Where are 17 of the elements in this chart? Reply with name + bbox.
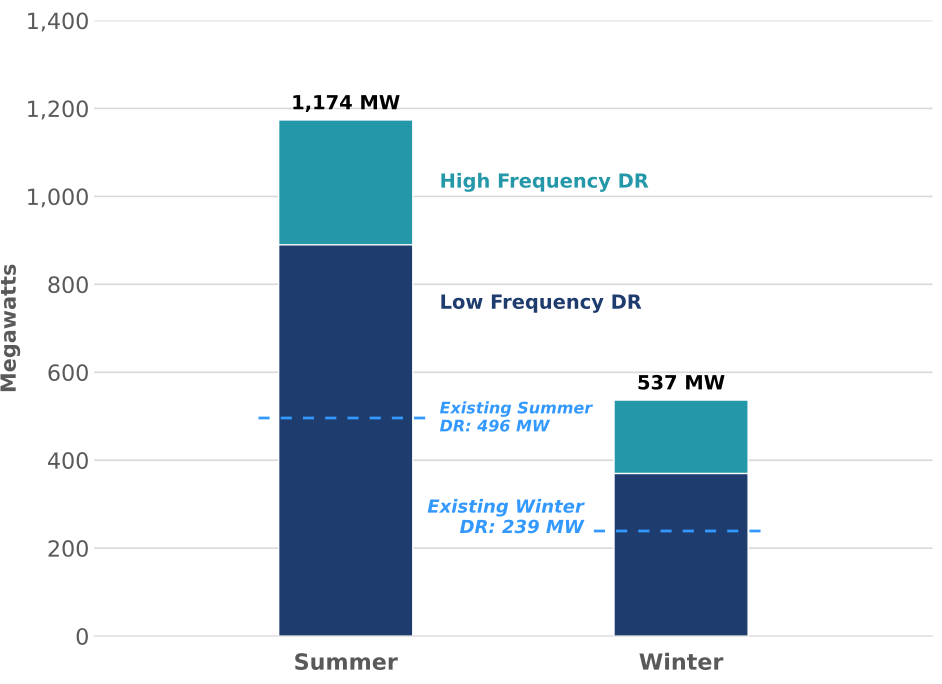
y-tick-label: 200 [48,540,88,557]
y-axis-title: Megawatts [0,264,20,392]
y-tick-label: 400 [48,452,88,469]
series-label: High Frequency DR [441,172,648,192]
y-tick-label: 600 [48,364,88,382]
y-tick-label: 1,000 [28,188,88,208]
ref-line-label: Existing Winter DR: 239 MW [428,498,585,534]
y-tick-label: 1,400 [28,12,88,32]
x-tick-label: Summer [295,653,398,670]
y-tick-label: 0 [76,628,88,645]
series-label: Low Frequency DR [441,294,642,313]
total-label: 537 MW [638,374,725,390]
y-tick-label: 800 [48,276,88,294]
y-tick-label: 1,200 [28,100,88,120]
total-label: 1,174 MW [293,95,400,112]
ref-line-label: Existing Summer DR: 496 MW [440,401,593,432]
x-tick-label: Winter [639,652,724,670]
